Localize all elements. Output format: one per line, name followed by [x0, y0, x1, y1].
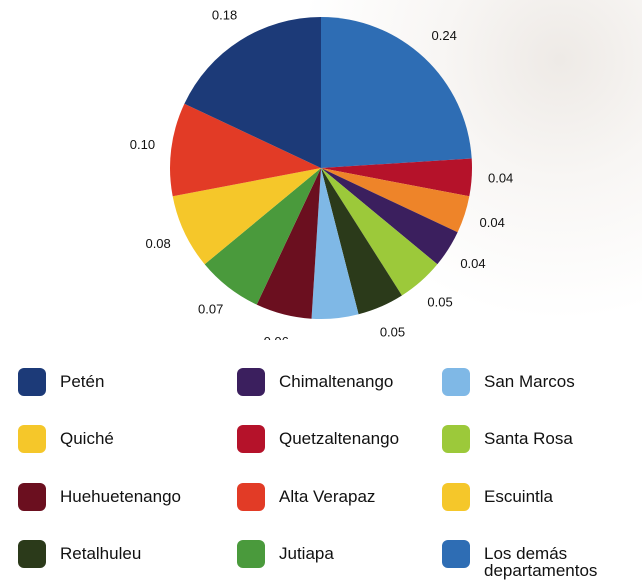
- value-label: 0.05: [427, 294, 452, 309]
- legend-item: Alta Verapaz: [237, 483, 429, 511]
- value-label: 0.05: [380, 325, 405, 340]
- legend-label: Petén: [60, 372, 105, 391]
- value-label: 0.24: [432, 28, 457, 43]
- legend-item: Quiché: [18, 425, 210, 453]
- legend-swatch: [18, 368, 46, 396]
- legend-swatch: [442, 540, 470, 568]
- legend-label: San Marcos: [484, 372, 575, 391]
- pie-chart: 0.24 0.04 0.04 0.04 0.05 0.05 0.05 0.06 0.07 0.08…: [130, 7, 514, 340]
- legend-swatch: [442, 368, 470, 396]
- legend-swatch: [237, 368, 265, 396]
- legend-item: Huehuetenango: [18, 483, 210, 511]
- pie-slice: [170, 103, 321, 197]
- legend-swatch: [237, 483, 265, 511]
- legend-swatch: [18, 425, 46, 453]
- value-label: 0.06: [264, 334, 289, 340]
- pie-slice: [184, 17, 321, 168]
- legend-item: Quetzaltenango: [237, 425, 429, 453]
- value-label: 0.04: [488, 171, 513, 186]
- legend-swatch: [18, 540, 46, 568]
- pie-slice: [256, 168, 321, 319]
- pie-slice: [321, 168, 402, 315]
- legend-swatch: [237, 425, 265, 453]
- legend-item: Jutiapa: [237, 540, 429, 568]
- legend-swatch: [442, 425, 470, 453]
- legend-label: Los demás departamentos: [484, 544, 598, 580]
- legend-item: Santa Rosa: [442, 425, 634, 453]
- value-label: 0.05: [325, 339, 350, 340]
- legend-swatch: [18, 483, 46, 511]
- legend-swatch: [237, 540, 265, 568]
- legend-label: Retalhuleu: [60, 544, 142, 563]
- legend-item: Retalhuleu: [18, 540, 210, 568]
- legend-swatch: [442, 483, 470, 511]
- value-label: 0.10: [130, 137, 155, 152]
- pie-slice: [172, 168, 321, 265]
- pie-slice: [321, 158, 472, 197]
- pie-slice: [321, 168, 458, 265]
- pie-slice: [204, 168, 321, 305]
- legend-label: Escuintla: [484, 487, 553, 506]
- legend-label: Quiché: [60, 429, 114, 448]
- legend-item: Escuintla: [442, 483, 634, 511]
- pie-slice: [321, 17, 472, 168]
- pie-slice: [321, 168, 438, 296]
- legend-item: San Marcos: [442, 368, 634, 396]
- legend-label: Huehuetenango: [60, 487, 182, 506]
- legend-item: Los demás departamentos: [442, 540, 634, 579]
- legend-label: Chimaltenango: [279, 372, 394, 391]
- legend-label: Santa Rosa: [484, 429, 573, 448]
- value-label: 0.18: [212, 7, 237, 22]
- pie-slice: [311, 168, 359, 319]
- legend-label: Alta Verapaz: [279, 487, 376, 506]
- value-label: 0.04: [460, 256, 485, 271]
- value-label: 0.08: [145, 236, 170, 251]
- legend-item: Petén: [18, 368, 210, 396]
- value-label: 0.07: [198, 302, 223, 317]
- legend-label: Jutiapa: [279, 544, 334, 563]
- legend-label: Quetzaltenango: [279, 429, 400, 448]
- legend-item: Chimaltenango: [237, 368, 429, 396]
- pie-slice: [321, 168, 470, 233]
- value-label: 0.04: [480, 215, 505, 230]
